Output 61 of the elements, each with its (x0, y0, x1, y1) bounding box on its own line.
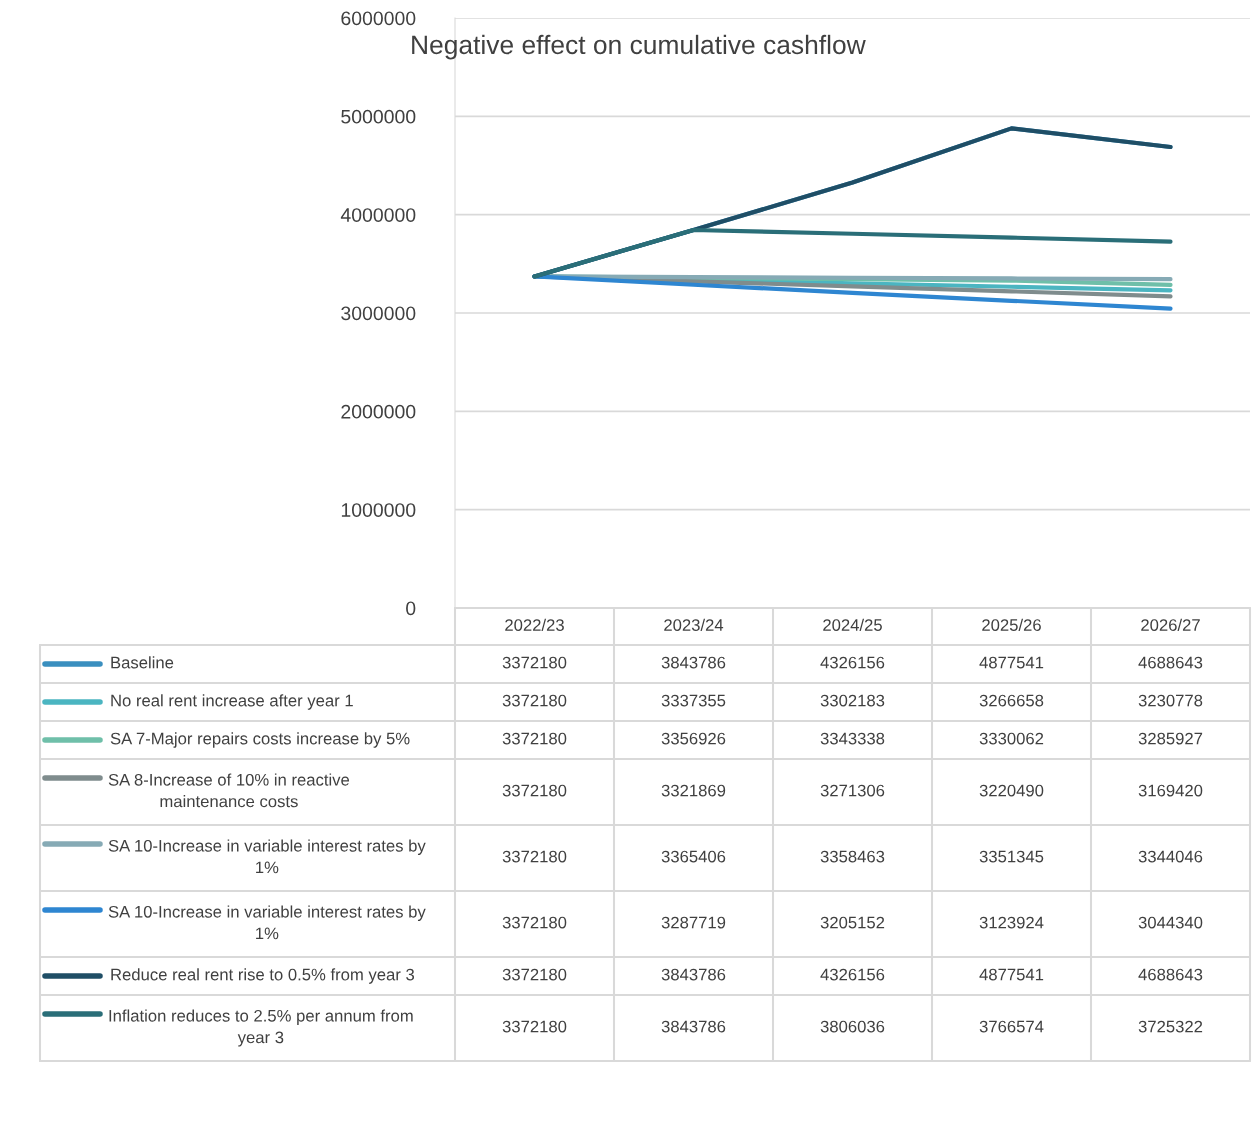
x-tick-label: 2026/27 (1141, 618, 1200, 631)
data-label: 3372180 (502, 850, 567, 863)
data-label: 3266658 (979, 694, 1044, 707)
data-label: 3351345 (979, 850, 1044, 863)
data-label: 4688643 (1138, 656, 1203, 669)
data-label: 3344046 (1138, 850, 1203, 863)
data-label: 3372180 (502, 916, 567, 929)
data-label: 3230778 (1138, 694, 1203, 707)
data-label: 3337355 (661, 694, 726, 707)
y-tick-label: 0 (406, 601, 416, 616)
data-label: 3365406 (661, 850, 726, 863)
data-label: 3044340 (1138, 916, 1203, 929)
data-label: 3372180 (502, 1020, 567, 1033)
x-tick-label: 2024/25 (823, 618, 882, 631)
data-label: 3205152 (820, 916, 885, 929)
data-label: 3343338 (820, 732, 885, 745)
data-label: 3330062 (979, 732, 1044, 745)
data-label: 3372180 (502, 968, 567, 981)
legend-label: SA 8-Increase of 10% in reactive maintenance costs (108, 773, 350, 808)
legend-label: Baseline (111, 656, 174, 669)
legend-label: SA 10-Increase in variable interest rates by 1% (108, 839, 426, 874)
x-tick-label: 2023/24 (664, 618, 724, 631)
data-label: 3372180 (502, 784, 567, 797)
data-label: 3843786 (661, 656, 726, 669)
y-tick-label: 4000000 (340, 208, 416, 222)
data-label: 4877541 (979, 968, 1044, 981)
legend-label: SA 7-Major repairs costs increase by 5% (110, 732, 410, 748)
y-tick-label: 5000000 (341, 109, 416, 124)
y-tick-label: 1000000 (341, 503, 416, 517)
data-label: 3843786 (661, 1020, 726, 1033)
data-label: 4326156 (820, 968, 885, 981)
data-label: 3321869 (661, 784, 726, 797)
data-label: 3843786 (661, 968, 726, 981)
y-tick-label: 2000000 (341, 404, 416, 419)
data-label: 3806036 (820, 1020, 885, 1033)
data-label: 3725322 (1138, 1020, 1203, 1033)
data-label: 3372180 (502, 656, 567, 669)
legend-label: Inflation reduces to 2.5% per annum from year 3 (109, 1009, 413, 1047)
data-label: 3372180 (502, 694, 567, 707)
legend-label: Reduce real rent rise to 0.5% from year 3 (111, 968, 415, 984)
data-label: 3271306 (820, 784, 885, 797)
data-label: 3358463 (820, 850, 885, 863)
data-label: 3302183 (820, 694, 885, 707)
text: Negative effect on cumulative cashflow (412, 34, 866, 60)
data-label: 4326156 (820, 656, 885, 669)
data-label: 3372180 (502, 732, 567, 745)
y-tick-label: 3000000 (341, 306, 416, 321)
data-label: 3285927 (1138, 732, 1203, 745)
data-label: 3356926 (661, 732, 726, 745)
data-label: 4688643 (1138, 968, 1203, 981)
y-tick-label: 6000000 (341, 11, 416, 26)
data-label: 3220490 (979, 784, 1044, 797)
legend-label: SA 10-Increase in variable interest rates by 1% (108, 905, 426, 940)
x-tick-label: 2022/23 (505, 618, 564, 631)
data-label: 3169420 (1138, 784, 1203, 797)
data-label: 3287719 (661, 916, 726, 929)
legend-label: No real rent increase after year 1 (111, 694, 353, 710)
data-label: 4877541 (979, 656, 1044, 669)
x-tick-label: 2025/26 (982, 618, 1041, 631)
data-label: 3766574 (979, 1020, 1044, 1033)
data-label: 3123924 (979, 916, 1044, 929)
